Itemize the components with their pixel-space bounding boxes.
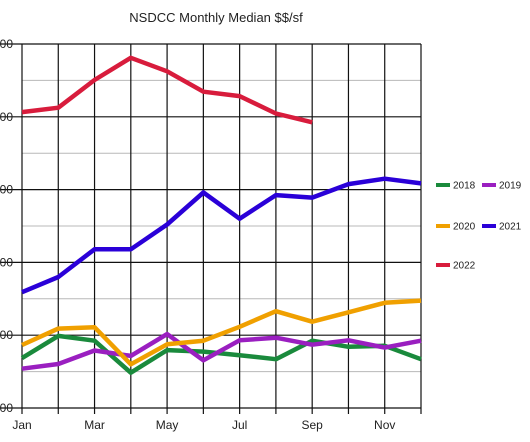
y-tick-label: 000	[0, 110, 13, 124]
legend-label-2020: 2020	[453, 222, 476, 233]
legend-label-2018: 2018	[453, 181, 476, 192]
x-tick-label: Mar	[84, 418, 105, 432]
x-tick-label: Jan	[12, 418, 31, 432]
chart-title: NSDCC Monthly Median $$/sf	[129, 10, 303, 25]
series-line-2020	[21, 298, 422, 367]
x-axis-tick-labels: Jan Mar May Jul Sep Nov	[12, 418, 395, 432]
legend-label-2022: 2022	[453, 261, 476, 272]
y-tick-label: 000	[0, 328, 13, 342]
y-tick-label: 000	[0, 255, 13, 269]
x-tick-label: Jul	[232, 418, 247, 432]
legend-label-2019: 2019	[499, 181, 522, 192]
series-line-2018	[20, 333, 422, 375]
x-tick-label: May	[156, 418, 179, 432]
series-lines	[20, 55, 422, 375]
legend: 2018 2019 2020 2021 2022	[436, 181, 522, 272]
y-axis-tick-labels: 000 000 000 000 000 000	[0, 37, 13, 415]
y-tick-label: 000	[0, 183, 13, 197]
legend-label-2021: 2021	[499, 222, 522, 233]
y-tick-label: 000	[0, 401, 13, 415]
series-line-2022	[21, 55, 313, 125]
y-tick-label: 000	[0, 37, 13, 51]
series-line-2019	[21, 331, 422, 371]
x-tick-label: Nov	[374, 418, 395, 432]
series-line-2021	[21, 176, 422, 295]
x-tick-label: Sep	[302, 418, 324, 432]
